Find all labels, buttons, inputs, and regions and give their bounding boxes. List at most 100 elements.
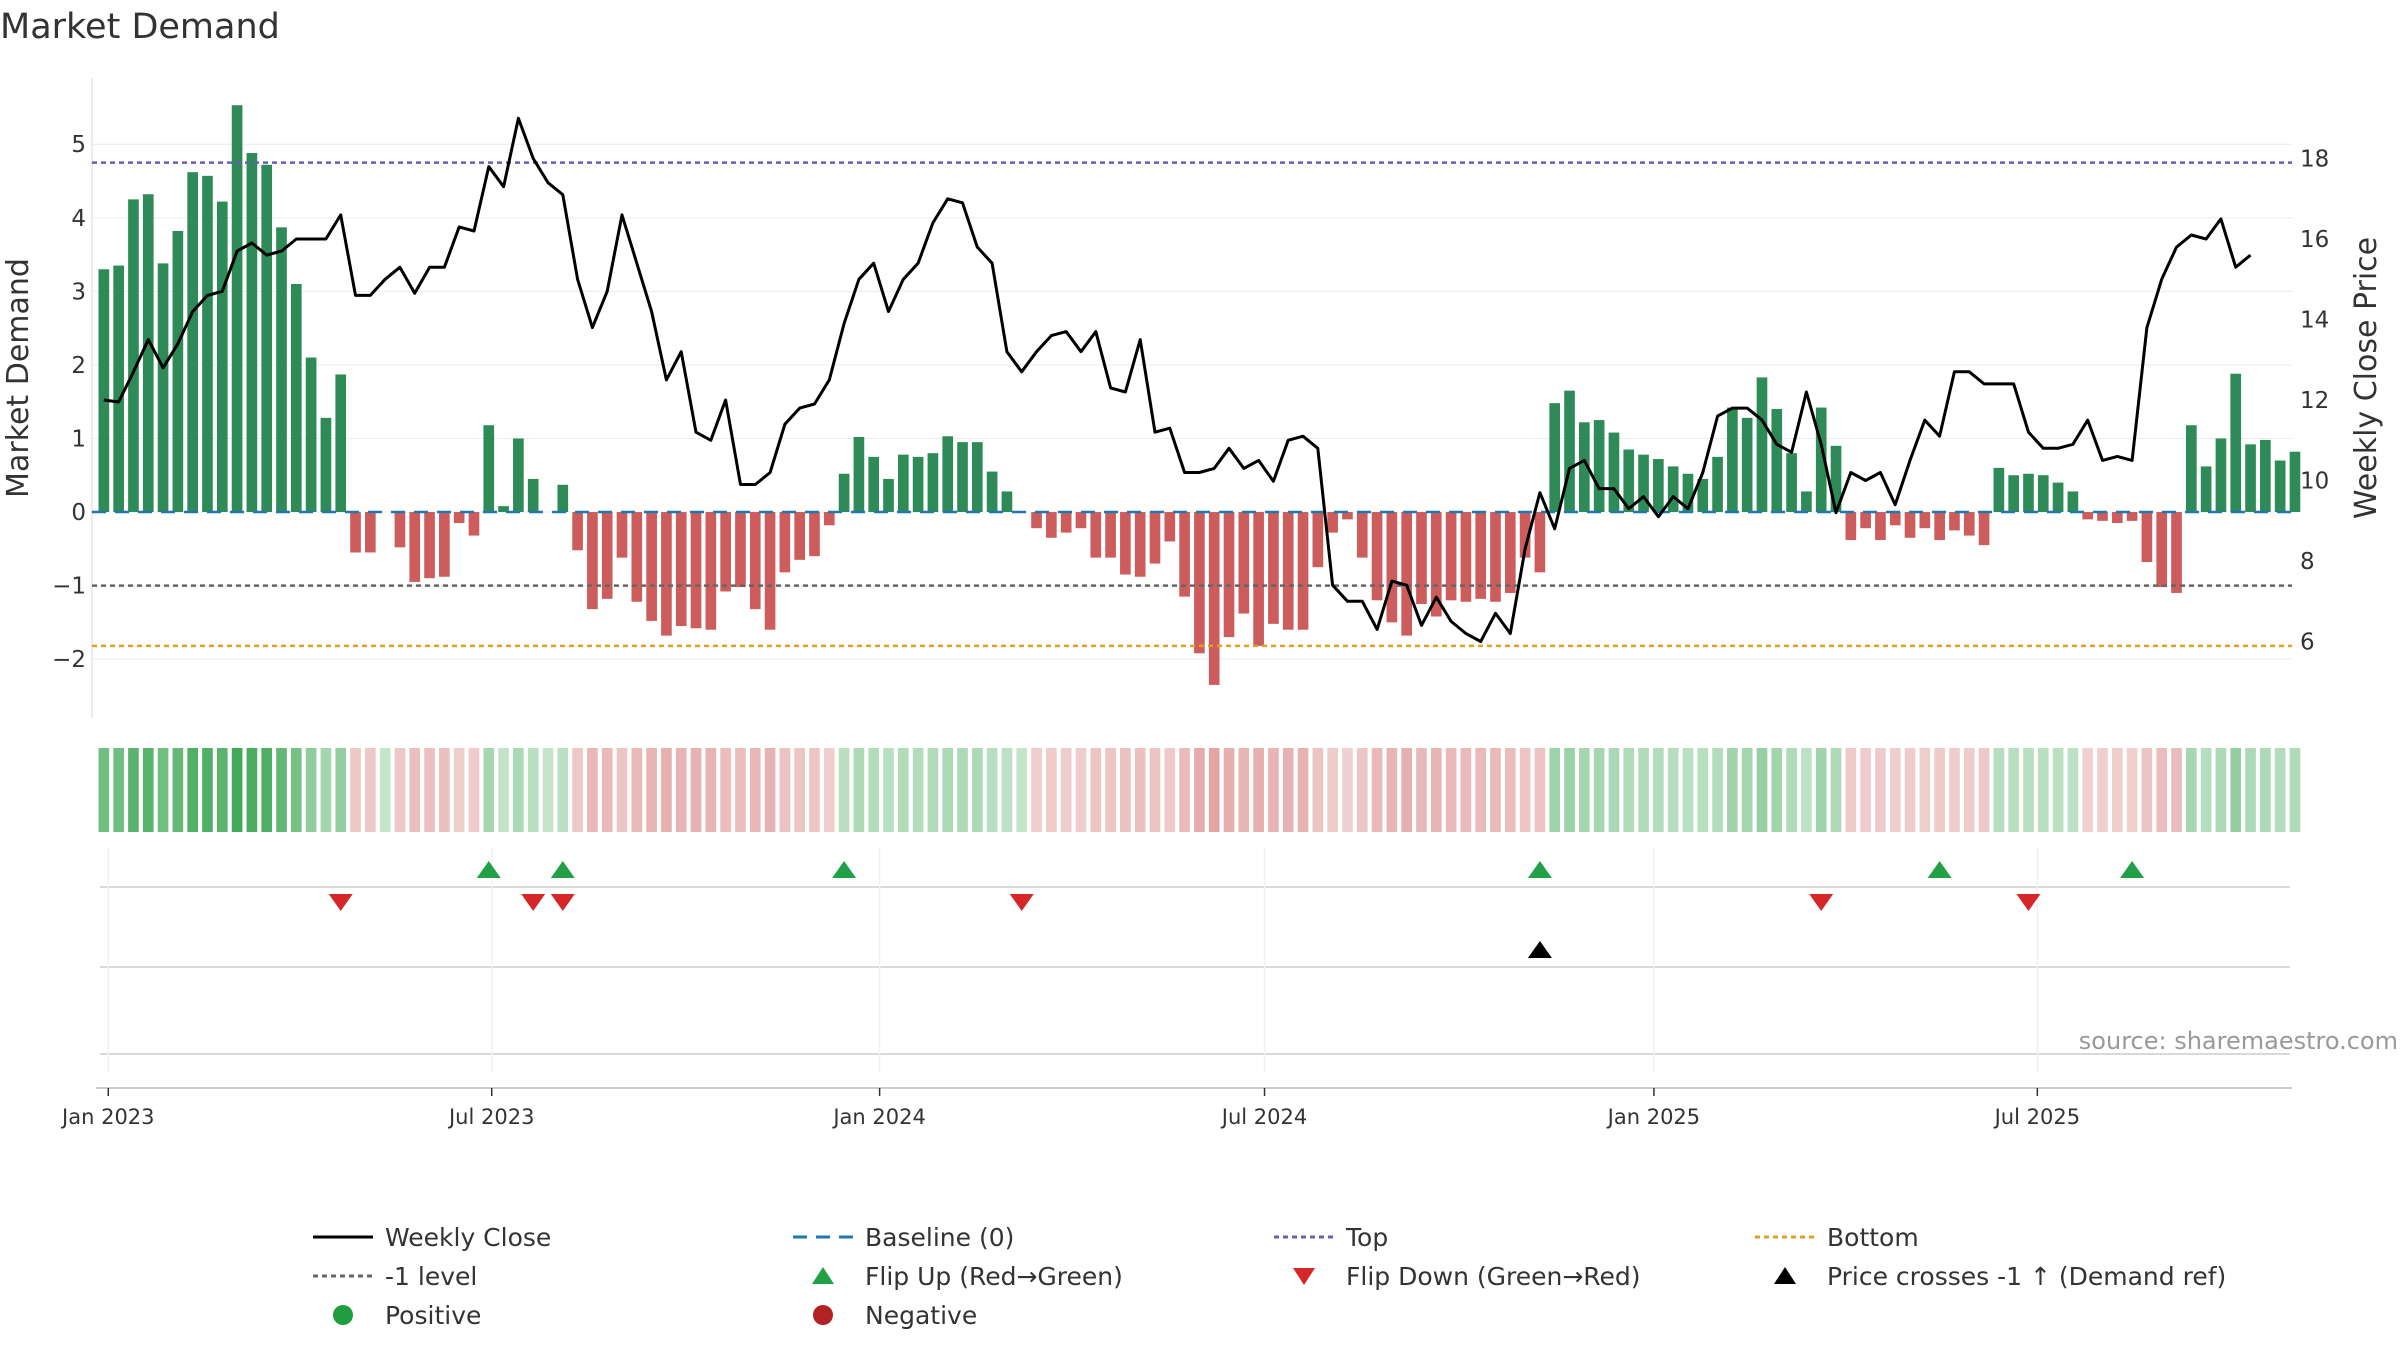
demand-bar	[868, 456, 880, 513]
demand-bar	[764, 512, 776, 630]
heat-cell	[113, 748, 124, 832]
heat-cell	[1327, 748, 1338, 832]
heat-cell	[823, 748, 835, 832]
demand-bar	[1046, 512, 1057, 538]
demand-bars	[98, 105, 2301, 685]
demand-bar	[1697, 478, 1709, 513]
flip-down-marker	[1809, 894, 1834, 911]
y-tick-right: 10	[2300, 469, 2329, 495]
heat-cell	[572, 748, 583, 832]
heat-cell	[1712, 748, 1723, 832]
heat-cell	[1342, 748, 1353, 832]
heat-cell	[2097, 748, 2108, 832]
demand-bar	[794, 512, 806, 560]
heat-cell	[527, 748, 539, 832]
heat-cell	[1297, 748, 1309, 832]
demand-bar	[1504, 512, 1516, 593]
heat-cell	[216, 748, 228, 832]
legend-label-positive: Positive	[385, 1301, 481, 1330]
heat-cell	[1564, 748, 1575, 832]
demand-bar	[2037, 475, 2049, 513]
demand-bar	[2185, 425, 2197, 513]
heat-cell	[1756, 748, 1768, 832]
chart-title: Market Demand	[0, 7, 280, 47]
demand-bar	[1978, 512, 1990, 546]
demand-bar	[2023, 473, 2034, 513]
date-tick-label: Jan 2023	[60, 1105, 155, 1129]
heat-cell	[1253, 748, 1264, 832]
heat-cell	[764, 748, 776, 832]
heat-cell	[2037, 748, 2049, 832]
heat-cell	[809, 748, 820, 832]
demand-bar	[1638, 454, 1649, 513]
demand-bar	[1031, 512, 1042, 529]
heat-cell	[942, 748, 954, 832]
heat-cell	[128, 748, 139, 832]
heat-cell	[2274, 748, 2286, 832]
heat-cell	[1519, 748, 1531, 832]
heat-cell	[749, 748, 761, 832]
demand-bar	[2111, 512, 2123, 524]
heat-cell	[1134, 748, 1146, 832]
heat-cell	[1697, 748, 1709, 832]
source-text: source: sharemaestro.com	[2079, 1027, 2398, 1055]
legend-label-flip_down: Flip Down (Green→Red)	[1346, 1262, 1641, 1291]
heat-cell	[157, 748, 169, 832]
heat-cell	[1919, 748, 1931, 832]
demand-bar	[187, 172, 199, 513]
heat-cell	[2126, 748, 2138, 832]
heat-cell	[1268, 748, 1279, 832]
price-cross-marker	[1527, 941, 1552, 958]
demand-bar	[1120, 512, 1131, 575]
legend-swatch-flip-down	[1293, 1268, 1315, 1285]
heat-cell	[1149, 748, 1161, 832]
demand-bar	[2052, 482, 2064, 513]
demand-bar	[942, 436, 954, 513]
demand-bar	[2067, 491, 2079, 513]
heat-cell	[1608, 748, 1620, 832]
heat-cell	[1667, 748, 1679, 832]
demand-bar	[572, 512, 583, 551]
heat-cell	[2200, 748, 2212, 832]
gridlines	[91, 78, 2292, 718]
heat-cell	[1949, 748, 1960, 832]
legend-label-weekly_close: Weekly Close	[385, 1223, 551, 1252]
heat-cell	[1356, 748, 1368, 832]
y-axis-label-left: Market Demand	[1, 258, 36, 498]
heat-cell	[1445, 748, 1457, 832]
y-tick-right: 6	[2300, 630, 2315, 656]
event-markers	[100, 848, 2290, 1072]
demand-bar	[1179, 512, 1190, 597]
heat-cell	[705, 748, 717, 832]
demand-bar	[1090, 512, 1102, 558]
heat-cell	[1801, 748, 1812, 832]
demand-bar	[483, 425, 495, 513]
demand-bar	[1889, 512, 1901, 526]
demand-bar	[409, 512, 421, 582]
demand-bar	[1653, 459, 1664, 513]
demand-bar	[1949, 512, 1960, 531]
demand-bar	[1297, 512, 1309, 630]
heat-cell	[1490, 748, 1501, 832]
heat-cell	[1978, 748, 1990, 832]
heat-cell	[1401, 748, 1412, 832]
heat-cell	[972, 748, 983, 832]
heat-cell	[1786, 748, 1797, 832]
heat-cell	[986, 748, 998, 832]
heat-cell	[1904, 748, 1916, 832]
demand-bar	[897, 454, 909, 513]
demand-bar	[646, 512, 657, 621]
heat-cell	[661, 748, 672, 832]
demand-bar	[838, 473, 850, 513]
demand-bar	[1860, 512, 1871, 529]
demand-bar	[1904, 512, 1916, 538]
heat-cell	[468, 748, 480, 832]
demand-bar	[1060, 512, 1072, 533]
heat-cell	[1031, 748, 1042, 832]
heat-cell	[1001, 748, 1013, 832]
demand-bar	[172, 231, 184, 513]
legend-label-negative: Negative	[865, 1301, 977, 1330]
heat-cell	[616, 748, 628, 832]
heat-cell	[202, 748, 213, 832]
